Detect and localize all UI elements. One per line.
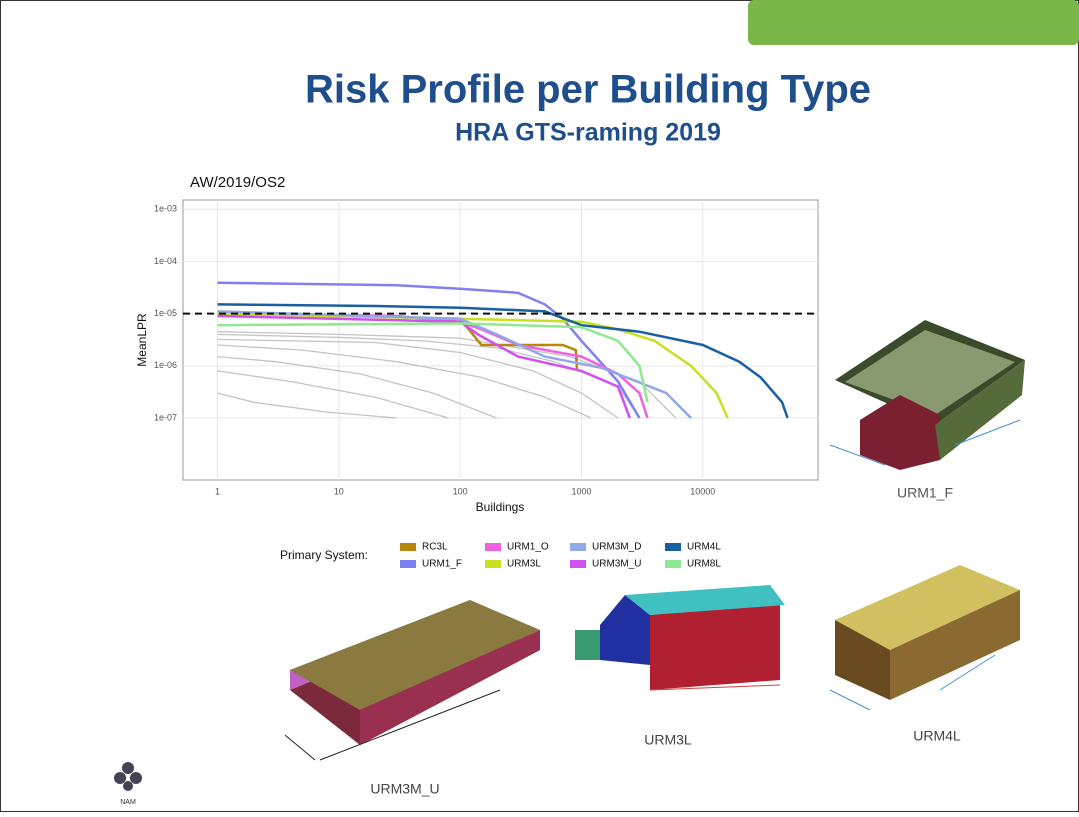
logo-mark <box>114 762 142 791</box>
picture-label: URM3L <box>644 732 692 748</box>
chart-title: AW/2019/OS2 <box>190 174 285 191</box>
y-tick-label: 1e-05 <box>154 308 177 318</box>
y-axis-label: MeanLPR <box>135 313 149 367</box>
legend-label: URM8L <box>687 559 721 570</box>
legend-swatch <box>485 560 501 568</box>
background-line <box>217 355 497 419</box>
legend-swatch <box>400 560 416 568</box>
y-tick-label: 1e-03 <box>154 204 177 214</box>
legend-swatch <box>570 560 586 568</box>
x-tick-label: 100 <box>453 486 468 496</box>
picture-urm1f <box>829 320 1025 470</box>
picture-urm3mu <box>284 600 540 761</box>
legend-title: Primary System: <box>280 548 368 562</box>
y-tick-label: 1e-06 <box>154 360 177 370</box>
y-tick-label: 1e-07 <box>154 412 177 422</box>
legend-label: RC3L <box>422 542 448 553</box>
logo-text: NAM <box>120 799 136 806</box>
series-line <box>217 314 631 419</box>
series-line <box>217 303 789 419</box>
series-line <box>217 310 692 419</box>
picture-urm3l <box>575 585 785 691</box>
legend-label: URM3L <box>507 559 541 570</box>
legend-label: URM3M_U <box>592 559 641 570</box>
series-line <box>217 312 729 419</box>
x-axis-label: Buildings <box>476 500 525 514</box>
legend-swatch <box>485 543 501 551</box>
legend-swatch <box>665 560 681 568</box>
background-line <box>217 370 449 419</box>
slide-title: Risk Profile per Building Type <box>305 68 871 112</box>
x-tick-label: 10 <box>334 486 344 496</box>
legend-label: URM3M_D <box>592 542 641 553</box>
legend-label: URM1_F <box>422 559 462 570</box>
plot-area <box>182 199 819 481</box>
x-tick-label: 1 <box>215 486 220 496</box>
legend-swatch <box>570 543 586 551</box>
x-tick-label: 1000 <box>571 486 591 496</box>
background-line <box>217 338 619 419</box>
accent-tab <box>748 0 1079 45</box>
picture-label: URM3M_U <box>370 781 439 797</box>
slide-subtitle: HRA GTS-raming 2019 <box>455 119 721 147</box>
series-line <box>217 322 649 403</box>
legend-label: URM4L <box>687 542 721 553</box>
picture-label: URM1_F <box>897 485 953 501</box>
y-tick-label: 1e-04 <box>154 256 177 266</box>
background-line <box>217 392 397 419</box>
legend-swatch <box>400 543 416 551</box>
x-tick-label: 10000 <box>690 486 715 496</box>
background-line <box>217 344 592 419</box>
picture-label: URM4L <box>913 728 961 744</box>
legend-label: URM1_O <box>507 542 549 553</box>
legend-swatch <box>665 543 681 551</box>
picture-urm4l <box>829 565 1020 711</box>
